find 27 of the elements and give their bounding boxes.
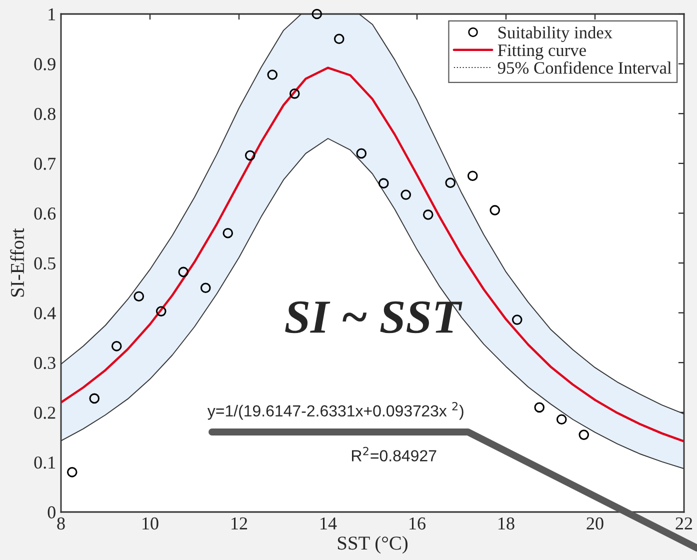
x-tick-label: 8 bbox=[57, 517, 65, 530]
x-tick-label: 20 bbox=[586, 517, 604, 530]
annotation: SI ~ SST bbox=[285, 301, 462, 334]
y-tick-label: 0.8 bbox=[34, 108, 56, 120]
annotation: R$^{2}$=0.84927 bbox=[352, 446, 436, 462]
y-tick-label: 1 bbox=[48, 8, 56, 20]
y-tick-label: 0.9 bbox=[34, 58, 56, 70]
y-tick-label: 0.4 bbox=[34, 307, 56, 320]
y-tick-label: 0.1 bbox=[34, 456, 56, 469]
legend-label: Suitability index bbox=[498, 26, 612, 42]
x-axis-title: SST (°C) bbox=[338, 536, 408, 554]
y-tick-label: 0.5 bbox=[34, 257, 56, 270]
annotation: y=1/(19.6147-2.6331x+0.093723x $^{2}$) bbox=[207, 402, 464, 420]
legend-label: Fitting curve bbox=[498, 44, 586, 60]
y-axis-title: SI-Effort bbox=[10, 228, 24, 297]
x-tick-label: 18 bbox=[498, 517, 514, 530]
x-tick-label: 14 bbox=[320, 517, 337, 530]
legend-label: 95% Confidence Interval bbox=[498, 61, 672, 74]
y-tick-label: 0.6 bbox=[34, 207, 56, 220]
y-tick-label: 0.7 bbox=[34, 158, 56, 170]
y-tick-label: 0.3 bbox=[34, 356, 56, 370]
x-tick-label: 16 bbox=[410, 517, 426, 530]
x-tick-label: 12 bbox=[232, 517, 248, 530]
x-tick-label: 22 bbox=[676, 517, 692, 530]
y-tick-label: 0 bbox=[48, 506, 56, 518]
x-tick-label: 10 bbox=[142, 517, 158, 530]
y-tick-label: 0.2 bbox=[34, 406, 56, 419]
